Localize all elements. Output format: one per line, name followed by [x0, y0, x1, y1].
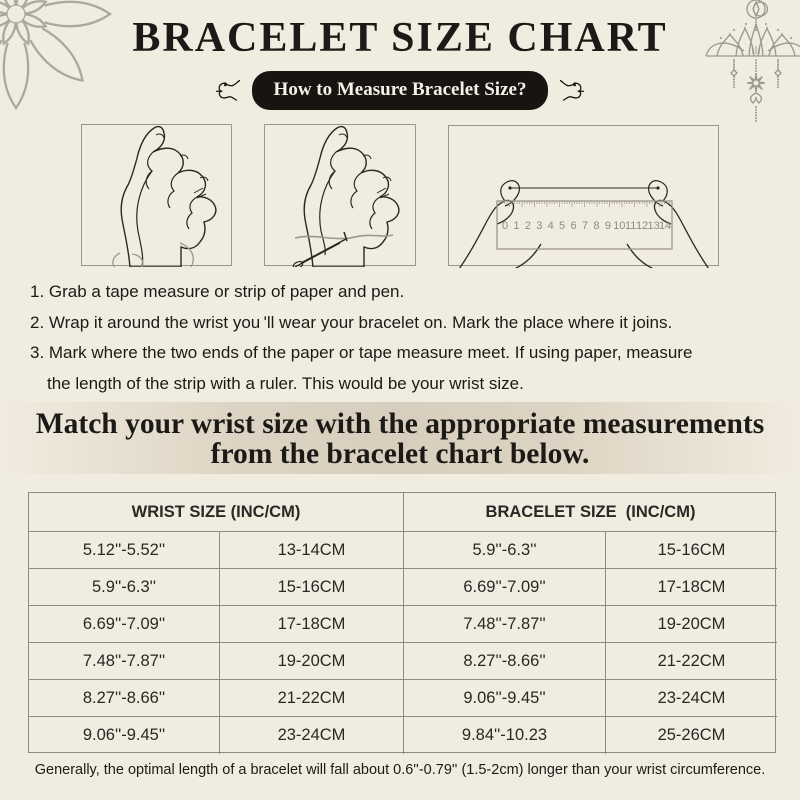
svg-text:12: 12: [636, 220, 648, 232]
svg-text:4: 4: [548, 220, 554, 232]
svg-text:9: 9: [605, 220, 611, 232]
svg-text:6: 6: [571, 220, 577, 232]
svg-text:0: 0: [502, 220, 508, 232]
svg-text:10: 10: [613, 220, 625, 232]
svg-text:11: 11: [625, 220, 636, 232]
svg-text:14: 14: [659, 220, 671, 232]
svg-text:3: 3: [536, 220, 542, 232]
svg-text:7: 7: [582, 220, 588, 232]
svg-text:8: 8: [593, 220, 599, 232]
svg-text:5: 5: [559, 220, 565, 232]
svg-text:1: 1: [513, 220, 519, 232]
svg-text:2: 2: [525, 220, 531, 232]
svg-text:13: 13: [647, 220, 659, 232]
